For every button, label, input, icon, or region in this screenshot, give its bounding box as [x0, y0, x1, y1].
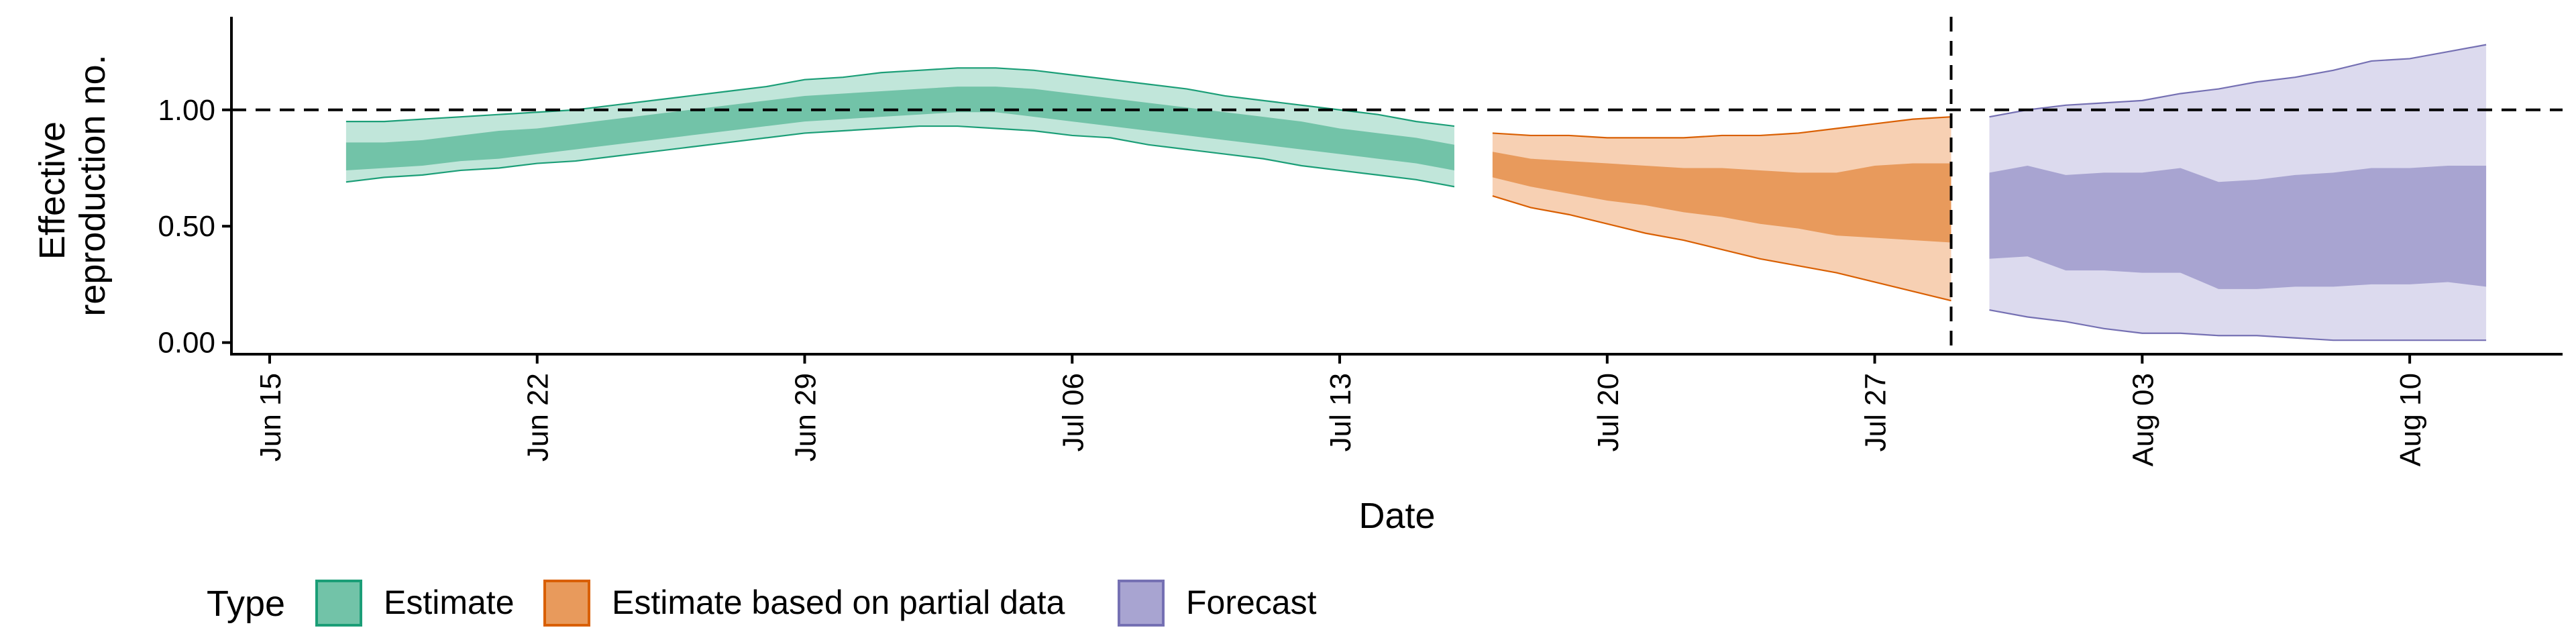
- legend: Type Estimate Estimate based on partial d…: [207, 580, 1317, 627]
- legend-label-series-0: Estimate: [384, 584, 515, 621]
- x-tick-label: Aug 03: [2127, 373, 2159, 466]
- x-tick-label: Jun 29: [790, 373, 822, 462]
- x-tick-label: Jul 13: [1324, 373, 1357, 451]
- band-outer-series-0: [345, 68, 1454, 187]
- band-upper-edge-series-0: [345, 67, 1455, 127]
- legend-key-series-2: [1118, 580, 1165, 627]
- x-tick-label: Aug 10: [2394, 373, 2427, 466]
- y-axis-ticks: 0.00 0.50 1.00: [158, 94, 231, 360]
- legend-label-series-2: Forecast: [1186, 584, 1317, 621]
- band-inner-series-0: [345, 87, 1454, 170]
- y-tick-label: 0.00: [158, 327, 215, 360]
- x-tick-label: Jul 27: [1860, 373, 1892, 451]
- x-tick-label: Jun 22: [522, 373, 555, 462]
- band-upper-edge-series-2: [1989, 44, 2487, 118]
- band-inner-series-1: [1492, 152, 1951, 243]
- legend-key-series-0: [315, 580, 362, 627]
- x-axis-ticks: Jun 15 Jun 22 Jun 29 Jul 06 Jul 13 Jul 20 Jul …: [254, 354, 2427, 466]
- x-tick-label: Jun 15: [254, 373, 287, 462]
- band-lower-edge-series-2: [1989, 309, 2487, 341]
- bands-layer: [345, 44, 2487, 341]
- x-axis-title: Date: [1358, 496, 1435, 536]
- legend-items: Estimate Estimate based on partial data Fo…: [315, 580, 1317, 627]
- y-axis-title: Effective reproduction no.: [32, 54, 113, 316]
- y-axis-title-line-2: reproduction no.: [72, 54, 113, 316]
- y-axis-title-line-1: Effective: [32, 121, 72, 260]
- band-lower-edge-series-1: [1492, 195, 1951, 302]
- band-inner-series-2: [1989, 166, 2487, 289]
- legend-title: Type: [207, 584, 285, 624]
- y-tick-label: 1.00: [158, 94, 215, 127]
- x-tick-label: Jul 20: [1592, 373, 1625, 451]
- band-lower-edge-series-0: [345, 125, 1455, 188]
- band-upper-edge-series-1: [1492, 116, 1951, 139]
- x-tick-label: Jul 06: [1057, 373, 1089, 451]
- y-tick-label: 0.50: [158, 210, 215, 243]
- legend-label-series-1: Estimate based on partial data: [612, 584, 1065, 621]
- legend-key-series-1: [543, 580, 590, 627]
